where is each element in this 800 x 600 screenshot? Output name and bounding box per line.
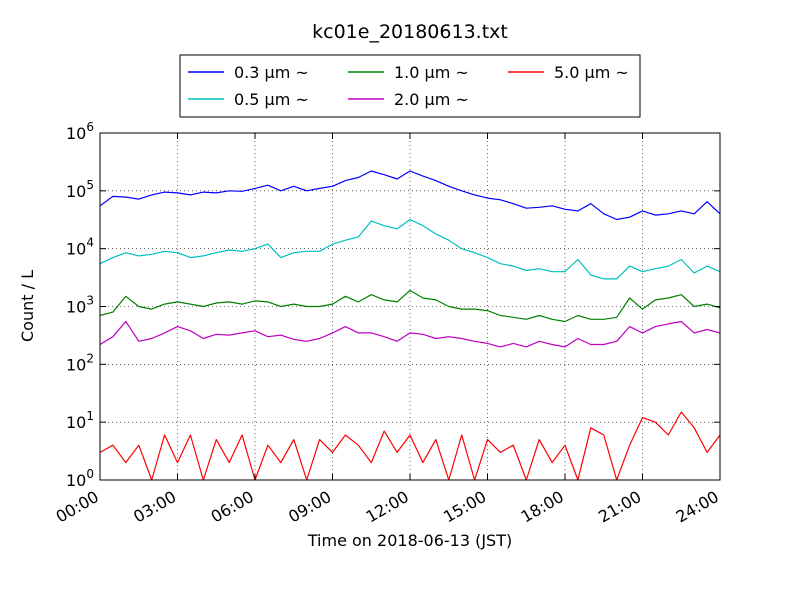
y-tick-label: 101 xyxy=(66,409,94,432)
y-tick-label: 100 xyxy=(66,467,94,490)
x-tick-label: 15:00 xyxy=(440,487,489,527)
x-tick-label: 18:00 xyxy=(518,487,567,527)
legend-label: 5.0 μm ~ xyxy=(554,63,629,82)
x-tick-label: 21:00 xyxy=(595,487,644,527)
x-tick-label: 09:00 xyxy=(285,487,334,527)
chart-title: kc01e_20180613.txt xyxy=(312,21,508,43)
legend-box xyxy=(179,54,641,118)
x-tick-label: 03:00 xyxy=(130,487,179,527)
grid-lines xyxy=(99,132,721,481)
x-tick-label: 06:00 xyxy=(208,487,257,527)
y-tick-label: 104 xyxy=(66,236,94,259)
series-line-1 xyxy=(99,218,721,280)
legend-label: 0.5 μm ~ xyxy=(234,90,309,109)
y-tick-label: 106 xyxy=(66,120,94,143)
y-tick-label: 103 xyxy=(66,294,94,317)
y-tick-label: 102 xyxy=(66,351,94,374)
x-tick-label: 24:00 xyxy=(673,487,722,527)
legend-label: 0.3 μm ~ xyxy=(234,63,309,82)
y-tick-label: 105 xyxy=(66,178,94,201)
legend-label: 2.0 μm ~ xyxy=(394,90,469,109)
y-axis-label: Count / L xyxy=(18,270,37,342)
x-tick-label: 00:00 xyxy=(53,487,102,527)
series-line-0 xyxy=(99,170,721,221)
legend-label: 1.0 μm ~ xyxy=(394,63,469,82)
series-line-2 xyxy=(99,289,721,323)
series-line-3 xyxy=(99,320,721,348)
x-axis-label: Time on 2018-06-13 (JST) xyxy=(307,531,512,550)
x-tick-label: 12:00 xyxy=(363,487,412,527)
legend: 0.3 μm ~ 0.5 μm ~ 1.0 μm ~ 2.0 μm ~ 5.0 μm ~ xyxy=(179,54,641,118)
